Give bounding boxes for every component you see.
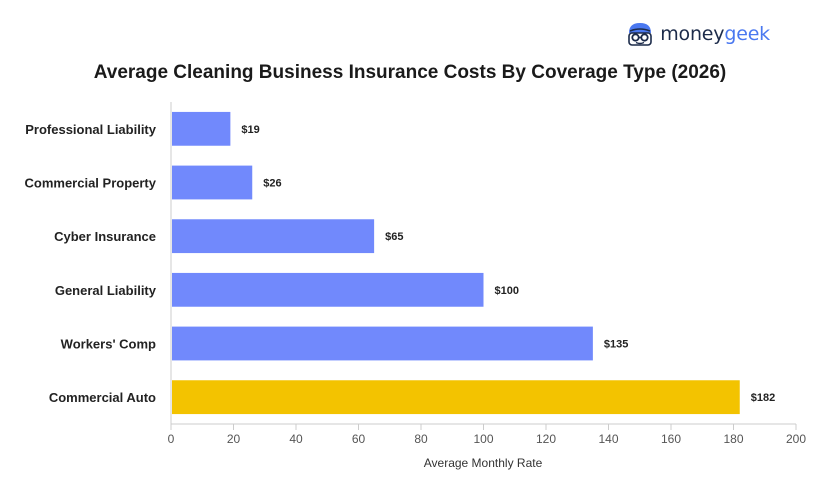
x-tick-label: 80: [414, 432, 428, 446]
data-labels-group: $19 $26 $65 $100 $135 $182: [241, 124, 775, 404]
category-label: Cyber Insurance: [54, 229, 156, 244]
bars-group: [172, 111, 740, 415]
moneygeek-mascot-icon: [628, 23, 653, 46]
data-label: $100: [495, 285, 519, 297]
x-axis: 0 20 40 60 80 100 120 140 160 180 200: [168, 102, 806, 446]
category-label: Commercial Auto: [49, 390, 156, 405]
brand-name-part2: geek: [724, 23, 770, 45]
brand-name-part1: money: [660, 23, 725, 45]
data-label: $26: [263, 178, 281, 190]
x-tick-label: 60: [352, 432, 366, 446]
x-tick-label: 200: [786, 432, 806, 446]
category-label: Commercial Property: [25, 176, 157, 191]
category-label: Workers' Comp: [61, 337, 156, 352]
data-label: $65: [385, 231, 403, 243]
x-axis-label: Average Monthly Rate: [424, 456, 543, 470]
bar: [172, 219, 375, 254]
bar: [172, 272, 484, 307]
x-tick-label: 20: [227, 432, 241, 446]
x-tick-label: 100: [473, 432, 493, 446]
x-tick-label: 40: [289, 432, 303, 446]
x-tick-label: 180: [723, 432, 743, 446]
bar: [172, 165, 253, 200]
bar: [172, 326, 593, 361]
x-tick-label: 120: [536, 432, 556, 446]
data-label: $19: [241, 124, 259, 136]
chart-title: Average Cleaning Business Insurance Cost…: [93, 62, 727, 83]
bar: [172, 380, 740, 415]
category-labels-group: Professional Liability Commercial Propert…: [25, 122, 157, 405]
x-tick-label: 140: [598, 432, 618, 446]
data-label: $135: [604, 339, 628, 351]
category-label: General Liability: [55, 283, 157, 298]
x-tick-label: 0: [168, 432, 175, 446]
data-label: $182: [751, 392, 775, 404]
bar: [172, 111, 231, 146]
brand-logo: moneygeek: [626, 20, 770, 48]
brand-name: moneygeek: [660, 20, 770, 48]
category-label: Professional Liability: [25, 122, 157, 137]
x-tick-label: 160: [661, 432, 681, 446]
